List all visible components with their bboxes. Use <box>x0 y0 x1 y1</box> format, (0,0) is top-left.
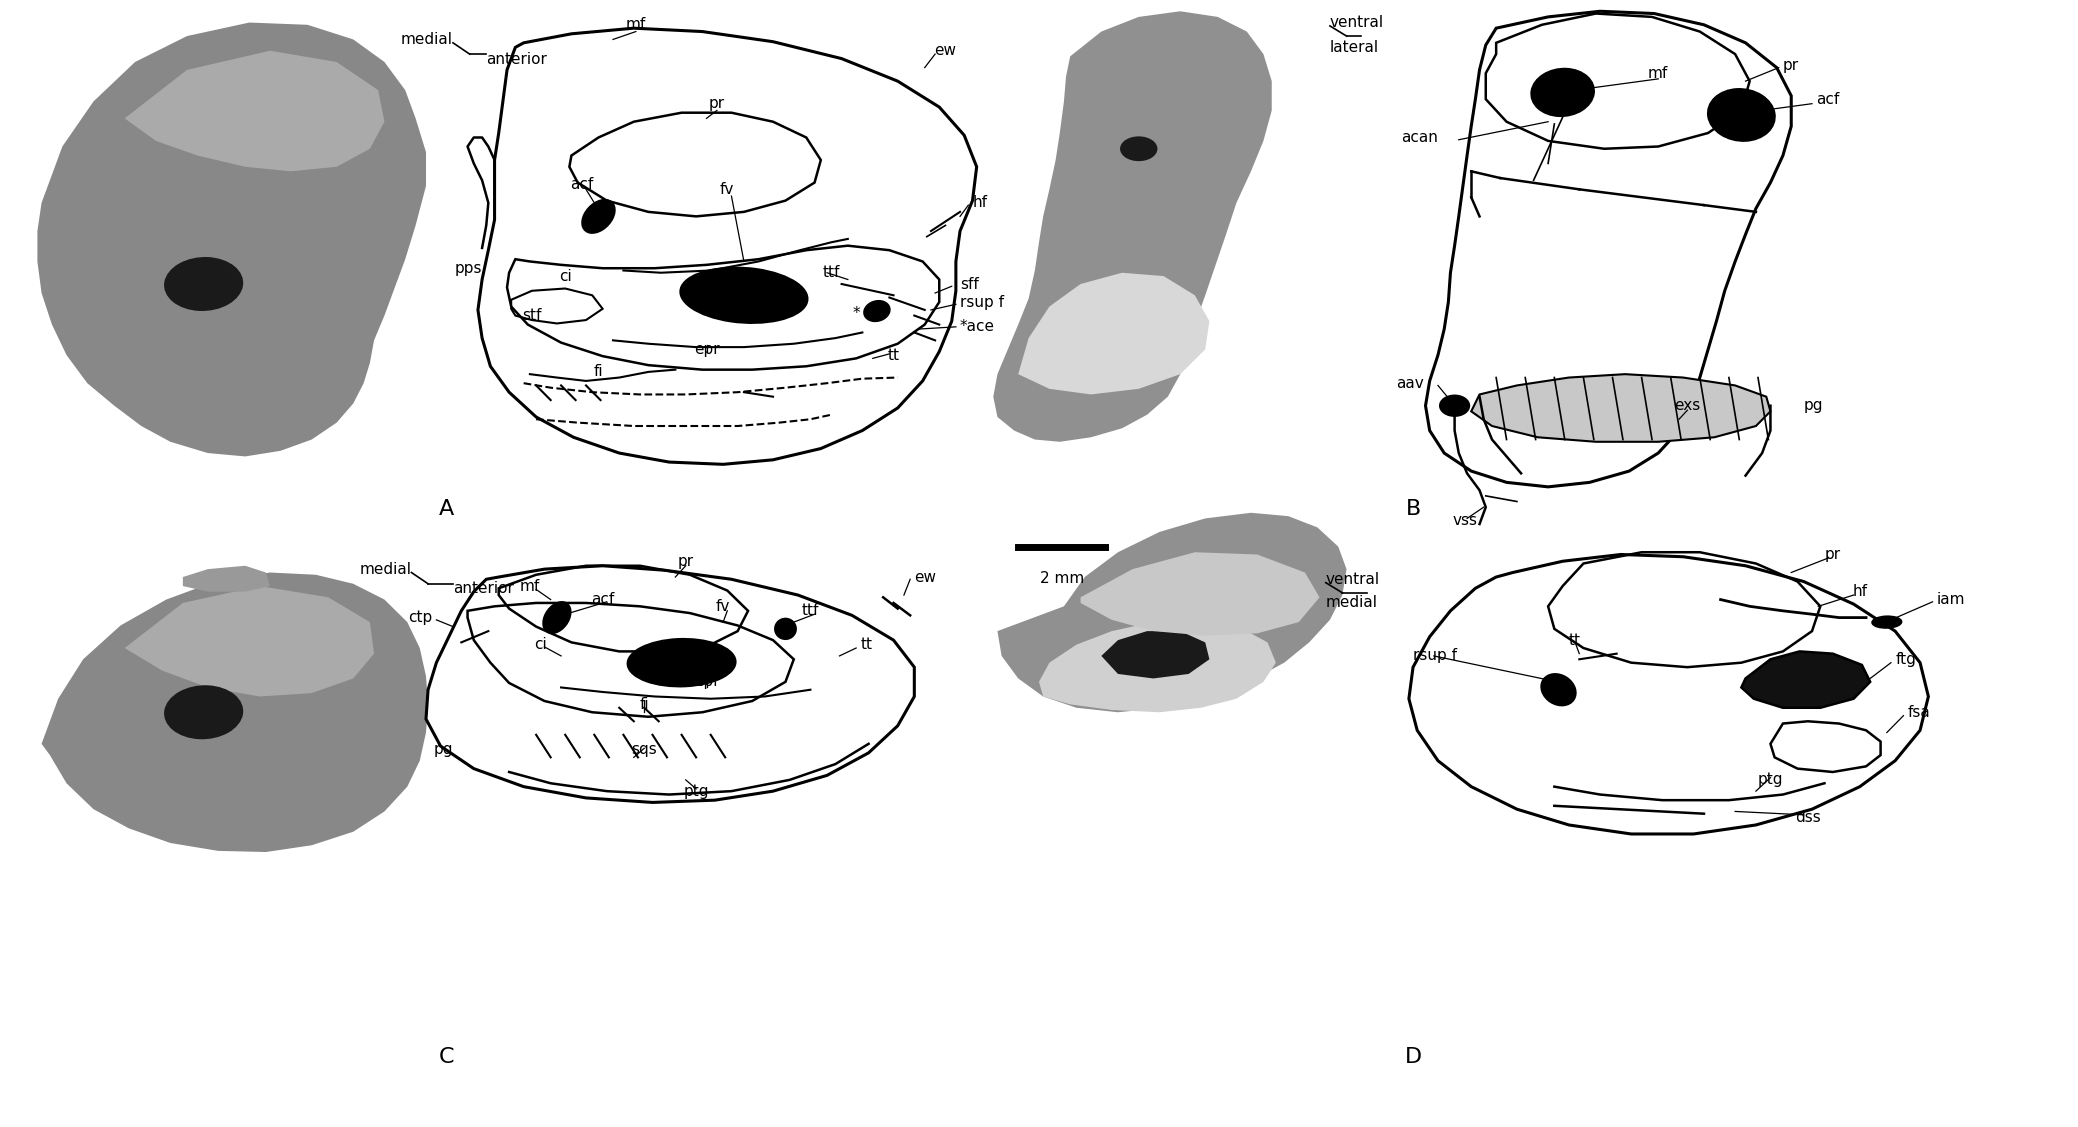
Polygon shape <box>997 513 1347 712</box>
Text: acan: acan <box>1401 130 1438 145</box>
Text: mf: mf <box>1648 65 1669 81</box>
Text: *: * <box>852 305 860 321</box>
Ellipse shape <box>628 639 736 686</box>
Ellipse shape <box>1708 89 1775 141</box>
Text: pps: pps <box>455 260 482 276</box>
Text: fsa: fsa <box>1908 704 1930 720</box>
Text: fi: fi <box>594 364 603 380</box>
Text: A: A <box>438 499 455 520</box>
Ellipse shape <box>1440 396 1469 416</box>
Ellipse shape <box>1531 69 1594 116</box>
Text: hf: hf <box>973 195 987 211</box>
Polygon shape <box>1018 273 1209 394</box>
Text: rsup f: rsup f <box>1413 648 1457 664</box>
Ellipse shape <box>680 267 808 323</box>
Text: sqs: sqs <box>632 742 657 757</box>
Text: pr: pr <box>1824 547 1841 562</box>
Text: fi: fi <box>640 696 648 712</box>
Text: aav: aav <box>1396 375 1423 391</box>
Polygon shape <box>125 586 374 696</box>
Text: mf: mf <box>520 578 540 594</box>
Polygon shape <box>1471 374 1770 442</box>
Text: ventral: ventral <box>1326 571 1380 587</box>
Polygon shape <box>1039 622 1276 712</box>
Polygon shape <box>42 573 428 852</box>
Text: acf: acf <box>569 177 594 193</box>
Text: ttf: ttf <box>802 603 819 619</box>
Text: fv: fv <box>717 598 729 614</box>
Polygon shape <box>183 566 270 592</box>
Text: pr: pr <box>677 553 694 569</box>
Ellipse shape <box>1120 136 1157 161</box>
Text: pr: pr <box>709 96 725 112</box>
Text: mf: mf <box>625 17 646 33</box>
Text: tt: tt <box>860 637 873 653</box>
Text: pg: pg <box>434 742 453 757</box>
Text: ptg: ptg <box>1758 772 1783 788</box>
Text: exs: exs <box>1675 398 1700 414</box>
Ellipse shape <box>775 619 796 639</box>
Text: medial: medial <box>359 561 411 577</box>
Polygon shape <box>993 11 1272 442</box>
Text: *ace: *ace <box>960 319 995 335</box>
Ellipse shape <box>542 602 571 633</box>
Text: D: D <box>1405 1047 1421 1067</box>
Text: medial: medial <box>1326 595 1378 611</box>
Ellipse shape <box>1542 674 1575 706</box>
Polygon shape <box>37 23 426 456</box>
Text: epr: epr <box>694 341 719 357</box>
Text: acf: acf <box>1816 91 1839 107</box>
Text: 2 mm: 2 mm <box>1039 571 1085 586</box>
Text: tt: tt <box>887 347 900 363</box>
Text: fv: fv <box>721 181 734 197</box>
Text: medial: medial <box>401 32 453 47</box>
Text: anterior: anterior <box>453 580 513 596</box>
Text: lateral: lateral <box>1330 39 1380 55</box>
Text: ftg: ftg <box>1895 651 1916 667</box>
Text: ew: ew <box>935 43 956 59</box>
Text: vss: vss <box>1453 513 1477 529</box>
Text: ttf: ttf <box>823 265 840 281</box>
Text: acf: acf <box>590 592 615 607</box>
Text: ci: ci <box>559 268 571 284</box>
Text: iam: iam <box>1937 592 1966 607</box>
Text: ptg: ptg <box>684 783 709 799</box>
Ellipse shape <box>164 685 243 739</box>
Text: ci: ci <box>534 637 547 653</box>
Text: ventral: ventral <box>1330 15 1384 30</box>
Ellipse shape <box>1872 616 1901 628</box>
Text: stf: stf <box>522 308 542 323</box>
Ellipse shape <box>582 199 615 233</box>
Polygon shape <box>1741 651 1870 708</box>
Text: pr: pr <box>1783 57 1800 73</box>
Text: tt: tt <box>1569 632 1581 648</box>
Polygon shape <box>1081 552 1320 636</box>
Text: ew: ew <box>914 569 937 585</box>
Text: sff: sff <box>960 276 979 292</box>
Text: epr: epr <box>694 674 719 690</box>
Text: hf: hf <box>1851 584 1868 600</box>
Ellipse shape <box>864 301 889 321</box>
Text: pg: pg <box>1804 398 1822 414</box>
Text: rsup f: rsup f <box>960 294 1004 310</box>
Text: B: B <box>1405 499 1421 520</box>
Text: anterior: anterior <box>486 52 547 68</box>
Text: C: C <box>438 1047 455 1067</box>
Text: dss: dss <box>1795 809 1820 825</box>
Ellipse shape <box>164 257 243 311</box>
Polygon shape <box>1101 631 1209 678</box>
Text: ctp: ctp <box>407 610 432 625</box>
Polygon shape <box>125 51 384 171</box>
